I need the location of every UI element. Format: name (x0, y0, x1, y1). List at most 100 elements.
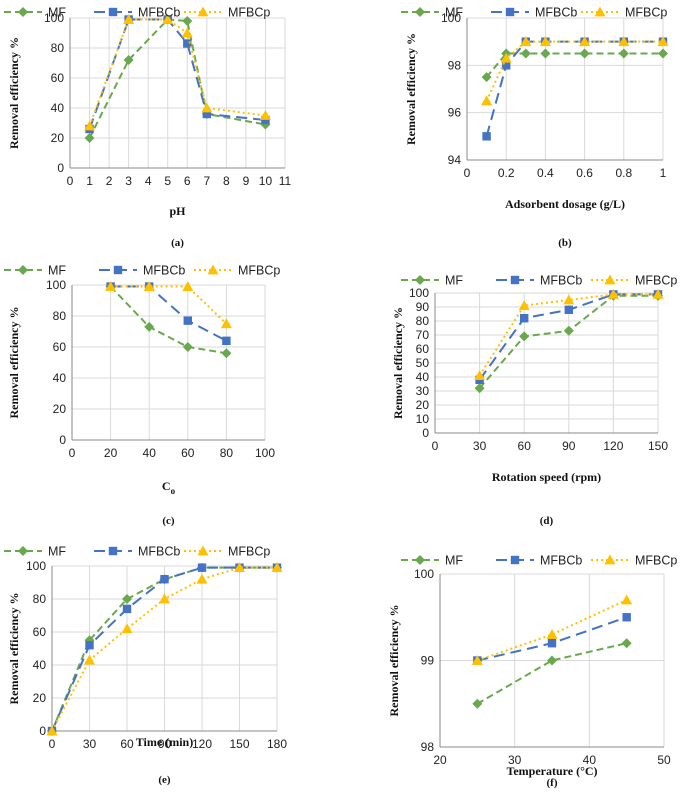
series-line-MFBCb (110, 285, 227, 342)
legend-marker-MFBCb (510, 275, 520, 285)
x-tick-label: 40 (583, 753, 597, 767)
data-point-MF (472, 698, 483, 709)
x-tick-label: 0 (49, 737, 56, 751)
data-point-MFBCb (222, 336, 231, 345)
data-point-MFBCb (547, 639, 557, 648)
data-point-MFBCb (183, 316, 192, 325)
data-point-MFBCp (121, 623, 133, 634)
x-tick-label: 100 (255, 446, 275, 460)
y-axis-label: Removal efficiency % (7, 37, 21, 149)
x-tick-label: 0 (69, 446, 76, 460)
legend-label-MFBCp: MFBCp (625, 6, 667, 20)
data-point-MFBCp (182, 281, 194, 291)
x-tick-label: 0.2 (498, 166, 515, 180)
legend-marker-MFBCb (108, 7, 118, 17)
x-tick-label: 4 (145, 174, 152, 188)
data-point-MFBCp (607, 288, 619, 299)
legend-marker-MFBCb (108, 546, 118, 556)
legend-marker-MF (415, 275, 425, 285)
data-point-MFBCb (261, 115, 270, 125)
data-point-MFBCp (181, 27, 193, 38)
x-tick-label: 0.8 (615, 166, 632, 180)
data-point-MFBCb (502, 61, 511, 70)
data-point-MFBCp (474, 370, 486, 380)
series-line-MFBCp (477, 599, 628, 662)
x-tick-label: 1 (86, 174, 93, 188)
x-tick-label: 8 (223, 174, 230, 188)
data-point-MFBCb (564, 305, 573, 314)
data-point-MFBCb (202, 109, 212, 119)
legend-marker-MFBCb (510, 555, 520, 565)
data-point-MFBCp (579, 36, 591, 47)
legend-marker-MFBCb (505, 7, 515, 17)
legend-label-MF: MF (445, 554, 463, 568)
x-tick-label: 80 (220, 446, 234, 460)
panel-caption: (d) (540, 515, 554, 527)
y-tick-label: 80 (416, 314, 430, 328)
data-point-MF (182, 342, 193, 352)
y-tick-label: 100 (46, 278, 66, 292)
legend-label-MFBCp: MFBCp (635, 554, 677, 568)
data-point-MF (182, 16, 193, 26)
y-tick-label: 0 (57, 161, 64, 175)
legend-label-MF: MF (48, 545, 66, 559)
y-tick-label: 20 (416, 398, 430, 412)
x-tick-label: 60 (120, 737, 134, 751)
data-point-MF (221, 348, 232, 359)
y-axis-label: Removal efficiency % (387, 605, 401, 717)
panel-caption: (b) (558, 237, 572, 249)
data-point-MFBCp (500, 52, 512, 63)
y-tick-label: 98 (448, 58, 462, 72)
legend-label-MF: MF (48, 6, 66, 20)
y-tick-label: 60 (33, 625, 47, 639)
data-point-MF (144, 321, 155, 332)
chart-panel-b: 94 96 98 100 0 0.2 0.4 0.6 0.8 1 MF MFBCb MFBCp Adsor… (401, 6, 669, 249)
y-tick-label: 20 (51, 131, 65, 145)
legend-label-MFBCb: MFBCb (535, 6, 577, 20)
y-tick-label: 80 (51, 41, 65, 55)
x-tick-label: 60 (518, 439, 532, 453)
legend-label-MF: MF (445, 6, 463, 20)
data-point-MFBCb (622, 613, 631, 622)
data-point-MFBCp (84, 120, 96, 131)
y-tick-label: 80 (33, 592, 47, 606)
panel-caption: (a) (171, 237, 184, 249)
legend-marker-MF (18, 265, 28, 275)
x-tick-label: 20 (433, 753, 447, 767)
data-point-MFBCb (160, 575, 169, 584)
legend-label-MFBCb: MFBCb (138, 6, 180, 20)
series-line-MFBCp (478, 293, 658, 377)
x-tick-label: 40 (143, 446, 157, 460)
y-tick-label: 40 (53, 371, 67, 385)
data-point-MFBCp (621, 594, 633, 605)
data-point-MFBCp (618, 36, 630, 47)
legend-marker-MFBCb (113, 265, 123, 275)
data-point-MFBCb (85, 641, 94, 650)
legend-marker-MFBCp (604, 554, 616, 565)
legend-marker-MF (415, 7, 425, 17)
data-point-MFBCp (271, 562, 283, 573)
data-point-MFBCp (220, 318, 232, 329)
y-tick-label: 70 (416, 328, 430, 342)
data-point-MFBCp (546, 629, 558, 639)
legend-label-MFBCb: MFBCb (143, 264, 185, 278)
y-axis-label: Removal efficiency % (404, 33, 418, 145)
x-tick-label: 0.4 (537, 166, 554, 180)
legend-label-MFBCb: MFBCb (540, 554, 582, 568)
x-tick-label: 9 (243, 174, 250, 188)
series-line-MFBCp (485, 40, 663, 102)
x-tick-label: 0.6 (576, 166, 593, 180)
legend-marker-MFBCp (594, 6, 606, 17)
legend-label-MFBCp: MFBCp (228, 6, 270, 20)
data-point-MFBCp (234, 562, 245, 573)
data-point-MF (520, 48, 531, 59)
legend-label-MFBCp: MFBCp (635, 274, 677, 288)
x-tick-label: 0 (432, 439, 439, 453)
x-tick-label: 90 (562, 439, 576, 453)
data-point-MFBCp (518, 300, 530, 310)
x-axis-label: Co (162, 479, 176, 496)
y-tick-label: 60 (416, 342, 430, 356)
